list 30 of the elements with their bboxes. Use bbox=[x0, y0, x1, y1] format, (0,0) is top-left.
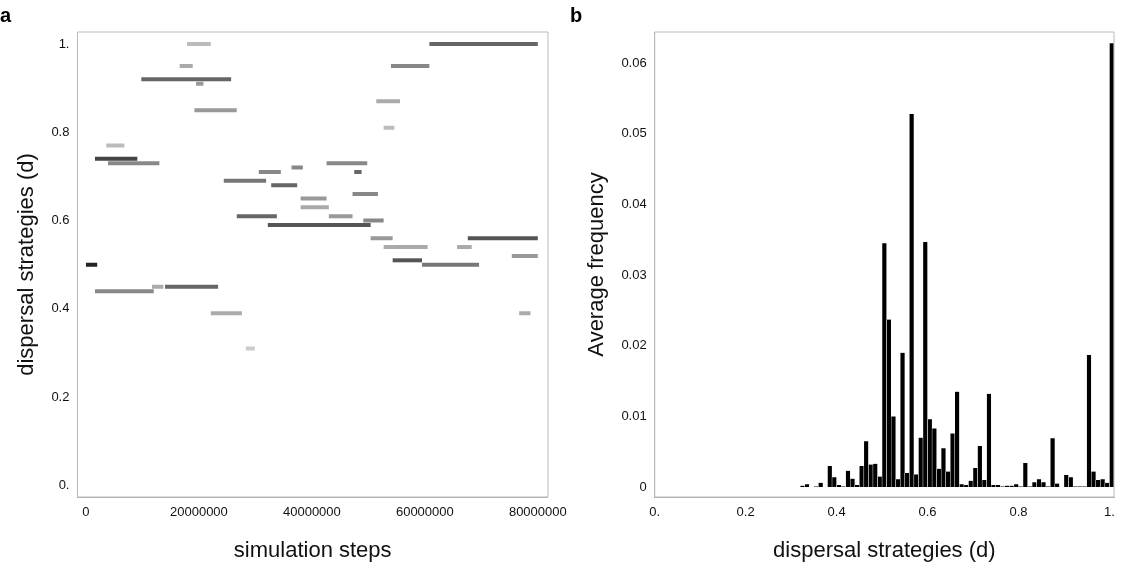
x-tick-label: 0.8 bbox=[1009, 504, 1028, 520]
x-axis-title: dispersal strategies (d) bbox=[773, 536, 996, 562]
y-tick-label: 0.4 bbox=[51, 300, 70, 316]
x-tick-label: 1. bbox=[1104, 504, 1115, 520]
y-tick-label: 1. bbox=[58, 35, 70, 51]
x-tick-label: 40000000 bbox=[282, 504, 341, 520]
y-tick-label: 0.8 bbox=[51, 123, 70, 139]
x-tick-label: 0.4 bbox=[827, 504, 846, 520]
x-tick-label: 0. bbox=[649, 504, 661, 520]
chart-title: b bbox=[570, 3, 583, 26]
y-tick-label: 0.04 bbox=[621, 196, 647, 212]
x-tick-label: 60000000 bbox=[395, 504, 454, 520]
x-tick-label: 0 bbox=[82, 504, 90, 520]
x-tick-label: 0.6 bbox=[918, 504, 937, 520]
x-axis-title: simulation steps bbox=[233, 536, 392, 562]
x-tick-label: 0.2 bbox=[736, 504, 755, 520]
y-tick-label: 0.02 bbox=[621, 337, 647, 353]
y-tick-label: 0.06 bbox=[621, 54, 647, 70]
y-tick-label: 0.2 bbox=[51, 388, 70, 404]
y-axis-title: Average frequency bbox=[583, 172, 609, 357]
y-tick-label: 0 bbox=[639, 478, 647, 494]
y-tick-label: 0.6 bbox=[51, 212, 70, 228]
y-tick-label: 0.05 bbox=[621, 125, 647, 141]
x-tick-label: 80000000 bbox=[508, 504, 567, 520]
chart-title: a bbox=[0, 3, 12, 26]
x-tick-label: 20000000 bbox=[169, 504, 228, 520]
y-tick-label: 0.01 bbox=[621, 408, 647, 424]
y-tick-label: 0. bbox=[58, 477, 70, 493]
y-tick-label: 0.03 bbox=[621, 266, 647, 282]
y-axis-title: dispersal strategies (d) bbox=[13, 153, 39, 376]
